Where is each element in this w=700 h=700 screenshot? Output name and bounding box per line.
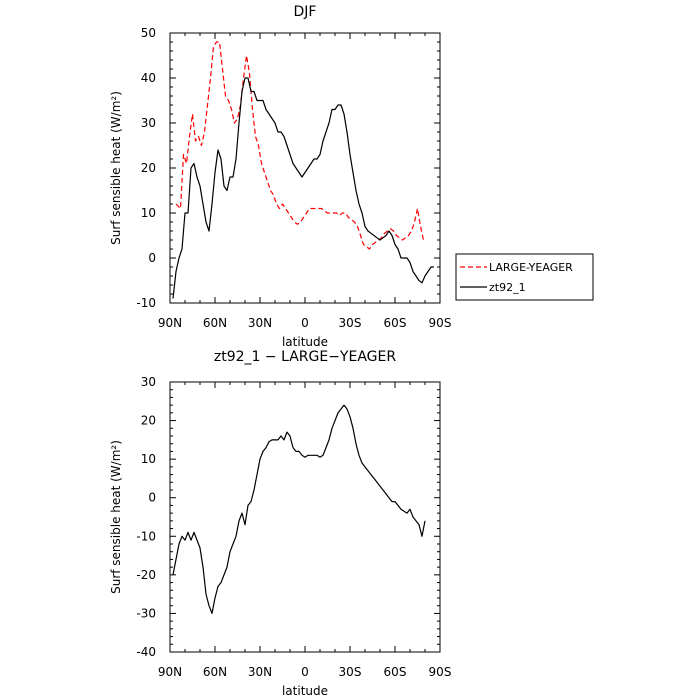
y-tick-label: 10 (141, 452, 156, 466)
legend-label-zt92-1: zt92_1 (489, 281, 526, 294)
x-tick-label: 30N (248, 316, 272, 330)
x-tick-label: 90N (158, 665, 182, 679)
x-tick-label: 90S (429, 316, 452, 330)
y-tick-label: -40 (136, 645, 156, 659)
x-tick-label: 90N (158, 316, 182, 330)
y-axis-label: Surf sensible heat (W/m²) (109, 91, 123, 245)
y-tick-label: 0 (148, 491, 156, 505)
chart-panel-djf: DJF latitude Surf sensible heat (W/m²) 9… (109, 4, 594, 349)
y-tick-label: -10 (136, 529, 156, 543)
y-ticks: -10 0 10 20 30 40 50 (136, 26, 440, 310)
y-tick-label: 50 (141, 26, 156, 40)
y-ticks: -40 -30 -20 -10 0 10 20 30 (136, 375, 440, 659)
y-tick-label: -20 (136, 568, 156, 582)
chart-title: zt92_1 − LARGE−YEAGER (214, 349, 396, 365)
y-tick-label: 10 (141, 206, 156, 220)
y-tick-label: 30 (141, 116, 156, 130)
y-tick-label: 20 (141, 161, 156, 175)
x-tick-label: 60S (384, 665, 407, 679)
x-tick-label: 60S (384, 316, 407, 330)
series-line-large-yeager (175, 41, 425, 250)
x-tick-label: 90S (429, 665, 452, 679)
plot-frame (169, 381, 441, 653)
series-line-difference (172, 404, 426, 615)
y-tick-label: 40 (141, 71, 156, 85)
legend-label-large-yeager: LARGE-YEAGER (489, 261, 573, 274)
legend: LARGE-YEAGER zt92_1 (455, 253, 594, 301)
x-axis-label: latitude (282, 335, 328, 349)
x-tick-label: 0 (301, 665, 309, 679)
chart-panel-difference: zt92_1 − LARGE−YEAGER latitude Surf sens… (109, 349, 451, 698)
y-tick-label: -10 (136, 296, 156, 310)
series-layer (172, 404, 426, 615)
series-line-zt92-1 (172, 77, 434, 299)
y-tick-label: 30 (141, 375, 156, 389)
chart-title: DJF (294, 4, 317, 20)
y-axis-label: Surf sensible heat (W/m²) (109, 440, 123, 594)
legend-box (455, 253, 594, 301)
x-ticks: 90N 60N 30N 0 30S 60S 90S (158, 382, 452, 679)
x-axis-label: latitude (282, 684, 328, 698)
y-tick-label: -30 (136, 606, 156, 620)
x-tick-label: 30S (339, 316, 362, 330)
y-tick-label: 20 (141, 414, 156, 428)
x-tick-label: 60N (203, 316, 227, 330)
x-tick-label: 60N (203, 665, 227, 679)
x-ticks: 90N 60N 30N 0 30S 60S 90S (158, 33, 452, 330)
x-tick-label: 30N (248, 665, 272, 679)
series-layer (172, 41, 434, 299)
y-tick-label: 0 (148, 251, 156, 265)
x-tick-label: 30S (339, 665, 362, 679)
x-tick-label: 0 (301, 316, 309, 330)
